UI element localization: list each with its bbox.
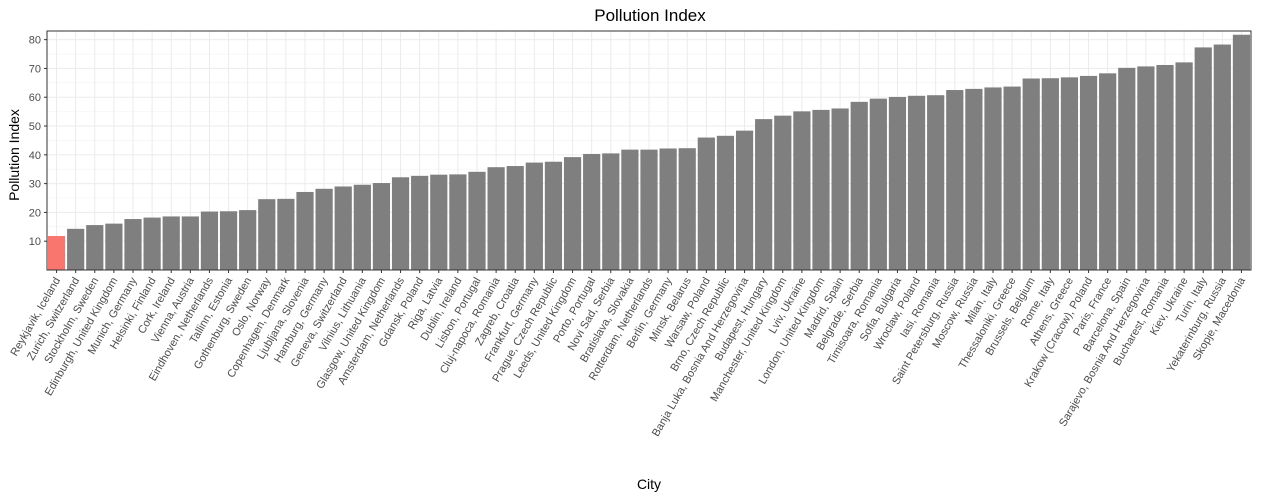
bar-reykjavik-iceland — [47, 236, 66, 270]
bar-warsaw-poland — [697, 137, 715, 270]
bar-iasi-romania — [927, 95, 945, 270]
bars — [47, 34, 1251, 271]
bar-paris-france — [1099, 73, 1117, 270]
bar-banja-luka-bosnia-and-herzegovina — [735, 130, 754, 270]
bar-cork-ireland — [162, 216, 180, 270]
bar-dublin-ireland — [449, 174, 467, 270]
bar-amsterdam-netherlands — [391, 177, 410, 270]
bar-cluj-napoca-romania — [487, 167, 505, 270]
bar-munich-germany — [124, 219, 142, 270]
bar-minsk-belarus — [678, 148, 696, 270]
bar-leeds-united-kingdom — [563, 157, 582, 270]
bar-budapest-hungary — [755, 119, 773, 270]
x-axis-title: City — [637, 476, 661, 492]
bar-moscow-russia — [965, 88, 983, 270]
bar-copenhagen-denmark — [277, 198, 295, 270]
y-tick-label: 50 — [29, 121, 41, 133]
bar-zurich-switzerland — [67, 228, 85, 270]
bar-athens-greece — [1060, 77, 1079, 271]
y-tick-label: 70 — [29, 63, 41, 75]
bar-gdansk-poland — [411, 175, 429, 270]
y-tick-label: 80 — [29, 35, 41, 47]
bar-hamburg-germany — [315, 188, 333, 270]
chart-title: Pollution Index — [594, 6, 706, 25]
bar-vilnius-lithuania — [353, 184, 371, 270]
bar-frankfurt-germany — [525, 162, 543, 270]
y-tick-label: 40 — [29, 150, 41, 162]
bar-oslo-norway — [258, 199, 276, 270]
bar-london-united-kingdom — [812, 109, 830, 270]
bar-skopje-macedonia — [1232, 34, 1251, 270]
bar-gothenburg-sweden — [239, 210, 257, 270]
bar-bratislava-slovakia — [621, 149, 639, 270]
bar-manchester-united-kingdom — [774, 115, 792, 270]
bar-brno-czech-republic — [716, 135, 735, 270]
bar-milan-italy — [984, 87, 1002, 270]
bar-riga-latvia — [430, 174, 448, 270]
bar-lviv-ukraine — [793, 111, 811, 270]
y-axis-title: Pollution Index — [6, 109, 22, 201]
bar-sarajevo-bosnia-and-herzegovina — [1137, 66, 1155, 270]
bar-stockholm-sweden — [86, 225, 104, 270]
bar-bucharest-romania — [1156, 64, 1174, 271]
bar-timisoara-romania — [869, 98, 887, 271]
bar-zagreb-croatia — [506, 166, 524, 270]
bar-krakow-cracow-poland — [1079, 75, 1098, 271]
bar-ljubljana-slovenia — [296, 191, 314, 270]
bar-prague-czech-republic — [544, 161, 563, 270]
bar-kiev-ukraine — [1175, 62, 1193, 270]
bar-eindhoven-netherlands — [200, 211, 219, 270]
bar-berlin-germany — [659, 148, 677, 270]
bar-edinburgh-united-kingdom — [105, 223, 123, 270]
bar-geneva-switzerland — [334, 186, 352, 270]
y-tick-label: 10 — [29, 236, 41, 248]
y-axis-ticks: 10 20 30 40 50 60 70 80 — [29, 35, 47, 248]
bar-saint-petersburg-russia — [946, 90, 964, 270]
y-tick-label: 60 — [29, 92, 41, 104]
bar-wroclaw-poland — [907, 95, 926, 270]
y-tick-label: 20 — [29, 207, 41, 219]
bar-rome-italy — [1041, 78, 1059, 271]
bar-helsinki-finland — [143, 217, 161, 270]
plot-panel-border — [46, 30, 1252, 271]
bar-tallinn-estonia — [219, 211, 238, 270]
bar-barcelona-spain — [1118, 67, 1136, 270]
bar-belgrade-serbia — [850, 101, 868, 270]
bar-glasgow-united-kingdom — [372, 183, 391, 270]
bar-lisbon-portugal — [468, 171, 486, 270]
bar-yekaterinburg-russia — [1213, 44, 1231, 270]
bar-thessaloniki-greece — [1003, 86, 1021, 270]
bar-turin-italy — [1194, 47, 1212, 270]
bar-rotterdam-netherlands — [640, 149, 658, 270]
bar-vienna-austria — [181, 216, 199, 270]
bar-novi-sad-serbia — [602, 153, 620, 270]
bar-brussels-belgium — [1022, 78, 1040, 270]
bar-sofia-bulgaria — [888, 96, 907, 270]
y-tick-label: 30 — [29, 179, 41, 191]
bar-madrid-spain — [831, 108, 849, 270]
bar-porto-portugal — [583, 153, 601, 270]
